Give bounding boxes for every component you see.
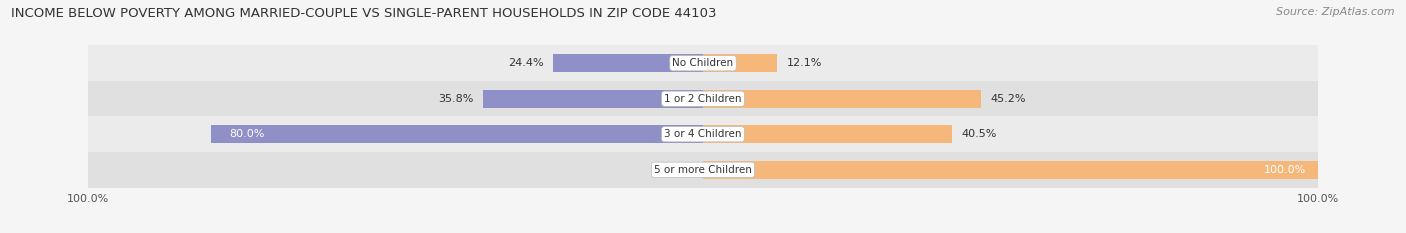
Bar [87,152,1319,188]
Text: 5 or more Children: 5 or more Children [654,165,752,175]
Text: Source: ZipAtlas.com: Source: ZipAtlas.com [1277,7,1395,17]
Bar [482,89,703,108]
Text: 24.4%: 24.4% [508,58,544,68]
Bar [703,54,778,72]
Text: 3 or 4 Children: 3 or 4 Children [664,129,742,139]
Bar [211,125,703,144]
Text: 80.0%: 80.0% [229,129,264,139]
Bar [553,54,703,72]
Text: 100.0%: 100.0% [1264,165,1306,175]
Text: 0.0%: 0.0% [665,165,693,175]
Bar [87,116,1319,152]
Text: 12.1%: 12.1% [787,58,823,68]
Text: 45.2%: 45.2% [990,94,1026,104]
Bar [87,45,1319,81]
Bar [87,81,1319,116]
Text: 35.8%: 35.8% [439,94,474,104]
Text: No Children: No Children [672,58,734,68]
Text: 40.5%: 40.5% [962,129,997,139]
Bar [703,161,1319,179]
Text: INCOME BELOW POVERTY AMONG MARRIED-COUPLE VS SINGLE-PARENT HOUSEHOLDS IN ZIP COD: INCOME BELOW POVERTY AMONG MARRIED-COUPL… [11,7,717,20]
Text: 1 or 2 Children: 1 or 2 Children [664,94,742,104]
Bar [703,89,981,108]
Bar [703,125,952,144]
